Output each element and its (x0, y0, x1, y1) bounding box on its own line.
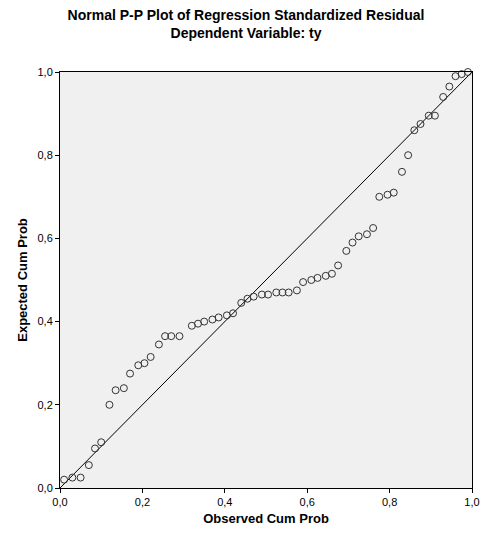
svg-text:1,0: 1,0 (38, 66, 53, 78)
svg-text:0,6: 0,6 (300, 496, 315, 508)
svg-text:Observed Cum Prob: Observed Cum Prob (203, 511, 329, 526)
svg-text:0,0: 0,0 (38, 482, 53, 494)
svg-text:Expected Cum Prob: Expected Cum Prob (15, 218, 30, 342)
svg-text:0,8: 0,8 (382, 496, 397, 508)
svg-text:0,8: 0,8 (38, 149, 53, 161)
svg-text:0,2: 0,2 (135, 496, 150, 508)
svg-text:Normal P-P Plot of Regression: Normal P-P Plot of Regression Standardiz… (68, 7, 425, 41)
svg-text:0,2: 0,2 (38, 399, 53, 411)
svg-text:0,4: 0,4 (38, 315, 53, 327)
svg-text:0,6: 0,6 (38, 232, 53, 244)
svg-text:0,0: 0,0 (52, 496, 67, 508)
svg-text:0,4: 0,4 (217, 496, 232, 508)
svg-text:1,0: 1,0 (464, 496, 479, 508)
